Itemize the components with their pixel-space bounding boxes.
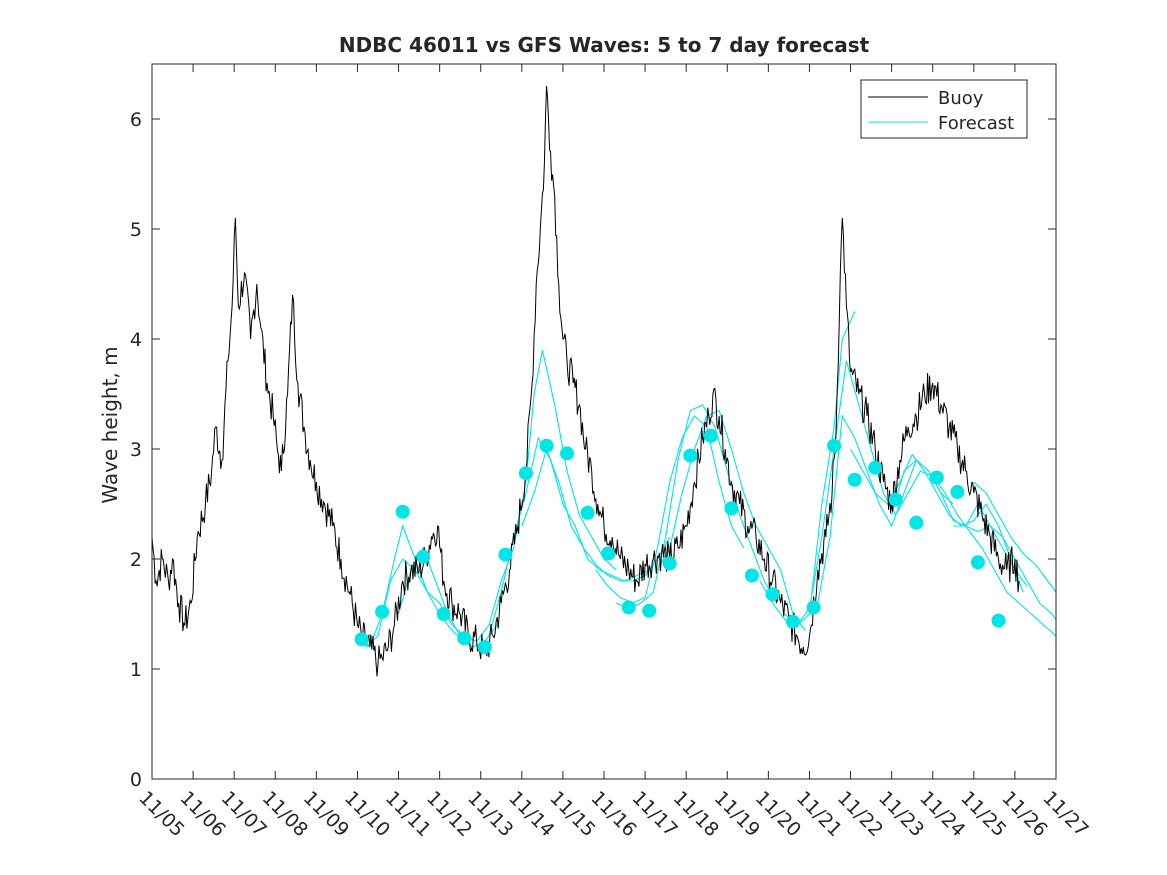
- forecast-marker: [621, 600, 636, 615]
- forecast-marker: [354, 632, 369, 647]
- buoy-line: [152, 85, 1020, 677]
- forecast-marker: [560, 446, 574, 461]
- forecast-marker: [744, 568, 759, 583]
- forecast-marker: [970, 555, 985, 570]
- y-tick-label: 3: [130, 439, 142, 461]
- y-axis-ticks: 0 1 2 3 4 5 6: [130, 109, 1056, 791]
- forecast-run-line: [656, 409, 806, 631]
- forecast-marker: [827, 438, 842, 453]
- forecast-marker: [703, 428, 718, 443]
- legend: Buoy Forecast: [860, 79, 1028, 139]
- forecast-run-line: [595, 415, 745, 604]
- forecast-run-line: [759, 311, 856, 626]
- forecast-marker: [786, 614, 800, 629]
- series-layer: [152, 85, 1056, 677]
- y-tick-label: 4: [130, 329, 142, 351]
- legend-buoy-label: Buoy: [938, 88, 984, 109]
- forecast-run-line: [973, 481, 1056, 593]
- forecast-marker: [806, 600, 821, 615]
- forecast-run-line: [616, 404, 778, 610]
- chart-title: NDBC 46011 vs GFS Waves: 5 to 7 day fore…: [339, 33, 870, 57]
- forecast-marker: [991, 613, 1006, 628]
- forecast-run-line: [891, 459, 1028, 587]
- forecast-marker: [477, 640, 492, 654]
- legend-forecast-label: Forecast: [938, 113, 1014, 134]
- forecast-marker: [395, 504, 410, 519]
- forecast-run-line: [464, 349, 617, 643]
- forecast-marker: [765, 587, 780, 602]
- forecast-marker: [518, 466, 533, 481]
- forecast-marker: [436, 607, 451, 621]
- forecast-marker: [457, 631, 472, 646]
- forecast-marker: [375, 604, 390, 619]
- forecast-marker: [847, 472, 862, 487]
- forecast-marker: [580, 505, 595, 520]
- forecast-run-line: [932, 476, 1056, 637]
- forecast-run-line: [850, 448, 1024, 593]
- y-tick-label: 0: [130, 769, 142, 791]
- y-tick-label: 2: [130, 549, 142, 571]
- forecast-run-line: [953, 525, 1056, 620]
- forecast-marker: [662, 556, 677, 571]
- forecast-marker: [929, 470, 944, 485]
- plot-area: [152, 64, 1056, 779]
- forecast-marker: [539, 438, 554, 453]
- forecast-marker: [909, 515, 924, 530]
- forecast-run-line: [357, 524, 473, 648]
- forecast-marker: [601, 546, 616, 561]
- legend-box: [860, 79, 1028, 139]
- forecast-marker: [950, 484, 965, 499]
- forecast-marker: [868, 460, 883, 475]
- forecast-marker: [498, 547, 513, 562]
- forecast-marker: [642, 603, 657, 618]
- y-axis-label: Wave height, m: [98, 346, 122, 503]
- y-tick-label: 5: [130, 219, 142, 241]
- y-tick-label: 1: [130, 659, 142, 681]
- forecast-marker: [416, 549, 431, 564]
- forecast-marker: [724, 501, 739, 516]
- y-tick-label: 6: [130, 109, 142, 131]
- forecast-marker: [683, 448, 698, 463]
- forecast-marker: [888, 492, 903, 507]
